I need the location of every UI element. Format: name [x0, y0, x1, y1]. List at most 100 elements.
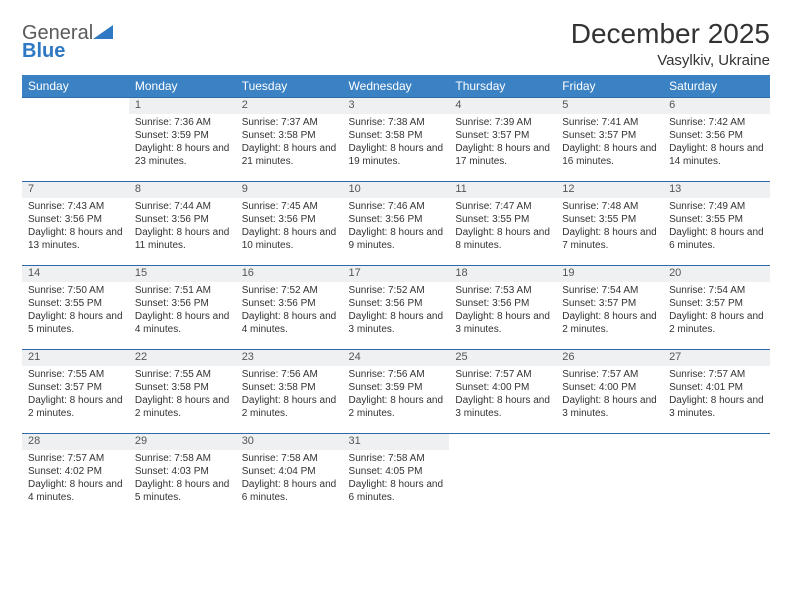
daylight-line: Daylight: 8 hours and 2 minutes. — [135, 394, 230, 420]
day-content-cell: Sunrise: 7:42 AMSunset: 3:56 PMDaylight:… — [663, 114, 770, 182]
sunrise-line: Sunrise: 7:51 AM — [135, 284, 230, 297]
day-content-cell: Sunrise: 7:46 AMSunset: 3:56 PMDaylight:… — [343, 198, 450, 266]
sunrise-line: Sunrise: 7:42 AM — [669, 116, 764, 129]
daylight-line: Daylight: 8 hours and 6 minutes. — [349, 478, 444, 504]
day-content-cell: Sunrise: 7:39 AMSunset: 3:57 PMDaylight:… — [449, 114, 556, 182]
daylight-line: Daylight: 8 hours and 2 minutes. — [242, 394, 337, 420]
daylight-line: Daylight: 8 hours and 7 minutes. — [562, 226, 657, 252]
day-content-cell — [556, 450, 663, 518]
daylight-line: Daylight: 8 hours and 2 minutes. — [669, 310, 764, 336]
day-number-cell: 18 — [449, 266, 556, 282]
sunset-line: Sunset: 3:59 PM — [135, 129, 230, 142]
sunset-line: Sunset: 3:58 PM — [242, 381, 337, 394]
day-content-cell: Sunrise: 7:45 AMSunset: 3:56 PMDaylight:… — [236, 198, 343, 266]
day-content-cell: Sunrise: 7:48 AMSunset: 3:55 PMDaylight:… — [556, 198, 663, 266]
day-content-cell: Sunrise: 7:57 AMSunset: 4:01 PMDaylight:… — [663, 366, 770, 434]
day-number-cell: 11 — [449, 182, 556, 198]
day-number-cell: 10 — [343, 182, 450, 198]
daylight-line: Daylight: 8 hours and 3 minutes. — [562, 394, 657, 420]
day-number-cell: 9 — [236, 182, 343, 198]
calendar-table: SundayMondayTuesdayWednesdayThursdayFrid… — [22, 75, 770, 518]
sunset-line: Sunset: 4:00 PM — [562, 381, 657, 394]
sunset-line: Sunset: 3:55 PM — [455, 213, 550, 226]
day-content-cell: Sunrise: 7:52 AMSunset: 3:56 PMDaylight:… — [236, 282, 343, 350]
day-content-cell: Sunrise: 7:53 AMSunset: 3:56 PMDaylight:… — [449, 282, 556, 350]
day-content-row: Sunrise: 7:57 AMSunset: 4:02 PMDaylight:… — [22, 450, 770, 518]
day-content-cell: Sunrise: 7:51 AMSunset: 3:56 PMDaylight:… — [129, 282, 236, 350]
day-content-row: Sunrise: 7:50 AMSunset: 3:55 PMDaylight:… — [22, 282, 770, 350]
sunrise-line: Sunrise: 7:57 AM — [28, 452, 123, 465]
sunrise-line: Sunrise: 7:55 AM — [135, 368, 230, 381]
weekday-header: Wednesday — [343, 75, 450, 98]
day-number-cell: 23 — [236, 350, 343, 366]
day-number-cell: 22 — [129, 350, 236, 366]
daylight-line: Daylight: 8 hours and 17 minutes. — [455, 142, 550, 168]
daylight-line: Daylight: 8 hours and 4 minutes. — [28, 478, 123, 504]
sunrise-line: Sunrise: 7:39 AM — [455, 116, 550, 129]
daylight-line: Daylight: 8 hours and 3 minutes. — [455, 310, 550, 336]
daylight-line: Daylight: 8 hours and 2 minutes. — [562, 310, 657, 336]
daylight-line: Daylight: 8 hours and 6 minutes. — [242, 478, 337, 504]
sunset-line: Sunset: 4:04 PM — [242, 465, 337, 478]
day-number-cell — [449, 434, 556, 450]
sunset-line: Sunset: 3:56 PM — [669, 129, 764, 142]
weekday-header: Tuesday — [236, 75, 343, 98]
sunset-line: Sunset: 3:56 PM — [242, 213, 337, 226]
sunrise-line: Sunrise: 7:44 AM — [135, 200, 230, 213]
day-content-row: Sunrise: 7:43 AMSunset: 3:56 PMDaylight:… — [22, 198, 770, 266]
sunrise-line: Sunrise: 7:52 AM — [242, 284, 337, 297]
daylight-line: Daylight: 8 hours and 3 minutes. — [349, 310, 444, 336]
sunrise-line: Sunrise: 7:46 AM — [349, 200, 444, 213]
day-content-cell: Sunrise: 7:54 AMSunset: 3:57 PMDaylight:… — [556, 282, 663, 350]
sunset-line: Sunset: 3:56 PM — [135, 297, 230, 310]
location: Vasylkiv, Ukraine — [571, 52, 770, 69]
sunset-line: Sunset: 3:57 PM — [562, 297, 657, 310]
day-content-cell — [449, 450, 556, 518]
sunrise-line: Sunrise: 7:52 AM — [349, 284, 444, 297]
daylight-line: Daylight: 8 hours and 8 minutes. — [455, 226, 550, 252]
day-content-cell: Sunrise: 7:38 AMSunset: 3:58 PMDaylight:… — [343, 114, 450, 182]
day-content-cell: Sunrise: 7:37 AMSunset: 3:58 PMDaylight:… — [236, 114, 343, 182]
sunrise-line: Sunrise: 7:56 AM — [349, 368, 444, 381]
day-number-cell — [22, 98, 129, 114]
day-number-cell: 25 — [449, 350, 556, 366]
day-content-cell: Sunrise: 7:41 AMSunset: 3:57 PMDaylight:… — [556, 114, 663, 182]
day-number-cell: 12 — [556, 182, 663, 198]
day-number-cell: 2 — [236, 98, 343, 114]
sunset-line: Sunset: 4:01 PM — [669, 381, 764, 394]
sunset-line: Sunset: 3:58 PM — [242, 129, 337, 142]
day-content-cell: Sunrise: 7:36 AMSunset: 3:59 PMDaylight:… — [129, 114, 236, 182]
day-content-row: Sunrise: 7:36 AMSunset: 3:59 PM Daylight:… — [22, 114, 770, 182]
weekday-header: Friday — [556, 75, 663, 98]
sunrise-line: Sunrise: 7:55 AM — [28, 368, 123, 381]
day-content-cell — [663, 450, 770, 518]
day-number-cell: 1 — [129, 98, 236, 114]
day-number-cell: 20 — [663, 266, 770, 282]
logo: General Blue — [22, 24, 113, 60]
day-number-cell — [556, 434, 663, 450]
daylight-line: Daylight: 8 hours and 2 minutes. — [349, 394, 444, 420]
daylight-line: Daylight: 8 hours and 4 minutes. — [135, 310, 230, 336]
sunset-line: Sunset: 3:57 PM — [28, 381, 123, 394]
sunrise-line: Sunrise: 7:58 AM — [349, 452, 444, 465]
title-block: December 2025 Vasylkiv, Ukraine — [571, 18, 770, 69]
daylight-line: Daylight: 8 hours and 16 minutes. — [562, 142, 657, 168]
sunset-line: Sunset: 3:56 PM — [242, 297, 337, 310]
sunrise-line: Sunrise: 7:41 AM — [562, 116, 657, 129]
daylight-line: Daylight: 8 hours and 19 minutes. — [349, 142, 444, 168]
day-number-cell: 8 — [129, 182, 236, 198]
day-content-cell: Sunrise: 7:47 AMSunset: 3:55 PMDaylight:… — [449, 198, 556, 266]
sunset-line: Sunset: 3:58 PM — [135, 381, 230, 394]
day-number-row: 123456 — [22, 98, 770, 114]
sunrise-line: Sunrise: 7:58 AM — [135, 452, 230, 465]
weekday-header: Saturday — [663, 75, 770, 98]
sunset-line: Sunset: 4:05 PM — [349, 465, 444, 478]
day-number-row: 14151617181920 — [22, 266, 770, 282]
sunrise-line: Sunrise: 7:36 AM — [135, 116, 230, 129]
sunset-line: Sunset: 3:59 PM — [349, 381, 444, 394]
day-number-row: 21222324252627 — [22, 350, 770, 366]
sunrise-line: Sunrise: 7:38 AM — [349, 116, 444, 129]
day-number-cell: 6 — [663, 98, 770, 114]
daylight-line: Daylight: 8 hours and 3 minutes. — [455, 394, 550, 420]
sunset-line: Sunset: 4:02 PM — [28, 465, 123, 478]
